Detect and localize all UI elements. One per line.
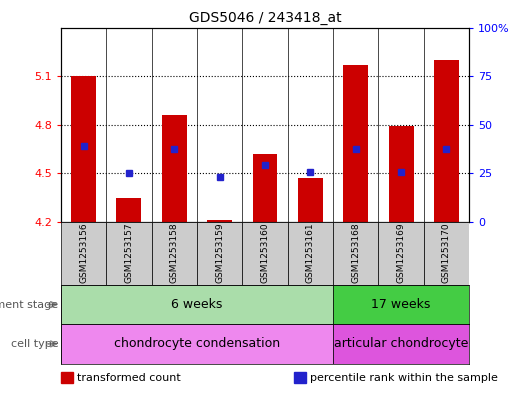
- Text: GSM1253161: GSM1253161: [306, 222, 315, 283]
- Text: GSM1253168: GSM1253168: [351, 222, 360, 283]
- Bar: [333, 324, 469, 364]
- Text: GSM1253170: GSM1253170: [442, 222, 451, 283]
- Bar: [288, 222, 333, 285]
- Text: cell type: cell type: [11, 339, 58, 349]
- Bar: [298, 178, 323, 222]
- Bar: [61, 324, 333, 364]
- Bar: [423, 222, 469, 285]
- Text: GSM1253158: GSM1253158: [170, 222, 179, 283]
- Text: transformed count: transformed count: [77, 373, 181, 383]
- Text: 6 weeks: 6 weeks: [171, 298, 223, 311]
- Bar: [107, 222, 152, 285]
- Text: percentile rank within the sample: percentile rank within the sample: [310, 373, 498, 383]
- Text: chondrocyte condensation: chondrocyte condensation: [114, 337, 280, 351]
- Bar: [207, 220, 232, 222]
- Text: GSM1253156: GSM1253156: [79, 222, 88, 283]
- Bar: [388, 127, 413, 222]
- Text: articular chondrocyte: articular chondrocyte: [334, 337, 468, 351]
- Text: 17 weeks: 17 weeks: [372, 298, 431, 311]
- Bar: [434, 60, 459, 222]
- Text: GSM1253159: GSM1253159: [215, 222, 224, 283]
- Bar: [333, 222, 378, 285]
- Text: GSM1253169: GSM1253169: [396, 222, 405, 283]
- Bar: [378, 222, 423, 285]
- Title: GDS5046 / 243418_at: GDS5046 / 243418_at: [189, 11, 341, 25]
- Bar: [197, 222, 242, 285]
- Bar: [162, 115, 187, 222]
- Text: development stage: development stage: [0, 299, 58, 310]
- Bar: [71, 76, 96, 222]
- Bar: [152, 222, 197, 285]
- Bar: [61, 285, 333, 324]
- Bar: [117, 198, 142, 222]
- Bar: [333, 285, 469, 324]
- Bar: [252, 154, 278, 222]
- Text: GSM1253160: GSM1253160: [261, 222, 269, 283]
- Bar: [242, 222, 288, 285]
- Text: GSM1253157: GSM1253157: [125, 222, 134, 283]
- Bar: [61, 222, 107, 285]
- Bar: [343, 65, 368, 222]
